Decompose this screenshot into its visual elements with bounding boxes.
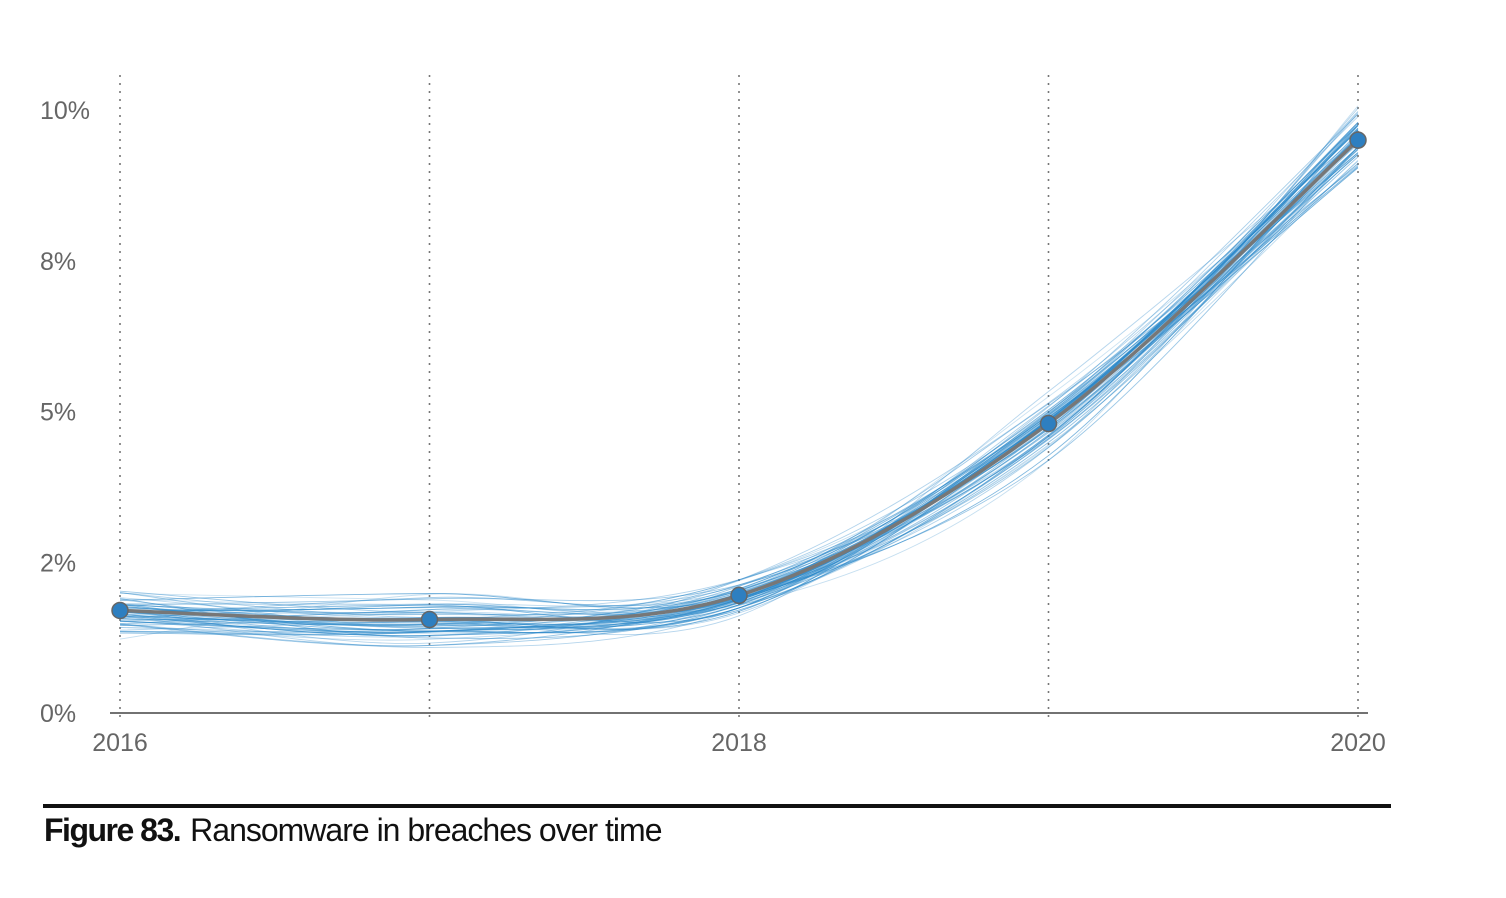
simulated-line <box>119 152 1359 617</box>
simulated-line <box>119 112 1359 629</box>
simulated-line <box>119 153 1359 612</box>
simulated-line <box>119 134 1359 616</box>
simulated-line <box>119 125 1359 634</box>
y-tick-label: 5% <box>40 399 76 427</box>
y-tick-label: 10% <box>40 97 90 125</box>
x-tick-label: 2020 <box>1330 729 1386 757</box>
simulated-line <box>119 113 1359 622</box>
simulated-line <box>119 127 1359 619</box>
data-point-2019 <box>1039 414 1058 433</box>
figure-caption: Figure 83. Ransomware in breaches over ti… <box>44 812 662 849</box>
simulated-line <box>119 138 1359 628</box>
simulated-line <box>119 149 1359 622</box>
y-tick-label: 0% <box>40 700 76 728</box>
simulated-line <box>119 146 1359 606</box>
simulated-line <box>119 154 1359 637</box>
simulated-line <box>119 124 1359 619</box>
simulated-line <box>119 127 1359 625</box>
ransomware-chart: 0% 2% 5% 8% 10% 2016 2018 2020 <box>40 75 1386 757</box>
simulated-line <box>119 134 1359 645</box>
simulated-line <box>119 152 1359 630</box>
simulated-line <box>119 167 1359 631</box>
x-tick-label: 2018 <box>711 729 767 757</box>
simulated-line <box>119 148 1359 634</box>
data-point-2016 <box>111 601 129 620</box>
mean-line <box>119 138 1360 622</box>
simulated-line <box>119 105 1359 640</box>
simulated-line <box>119 116 1359 648</box>
figure-label: Figure 83. <box>44 812 182 848</box>
data-point-2018 <box>730 586 748 605</box>
simulated-line <box>119 147 1359 627</box>
figure-title: Ransomware in breaches over time <box>190 812 662 848</box>
gridlines <box>119 75 1359 718</box>
simulated-line <box>119 139 1359 634</box>
simulated-line <box>119 129 1359 636</box>
data-point-2017 <box>420 610 439 629</box>
y-tick-label: 8% <box>40 248 76 276</box>
simulated-line <box>119 132 1359 634</box>
simulated-line <box>119 141 1359 607</box>
simulated-line <box>119 137 1359 625</box>
simulated-line <box>119 152 1359 630</box>
x-axis-tick-labels: 2016 2018 2020 <box>92 729 1386 757</box>
data-points <box>111 131 1367 629</box>
simulated-line <box>119 136 1359 633</box>
x-tick-label: 2016 <box>92 729 148 757</box>
simulated-line <box>119 160 1359 625</box>
simulated-line <box>119 142 1359 647</box>
y-tick-label: 2% <box>40 549 76 577</box>
simulated-line <box>119 148 1359 629</box>
simulated-line <box>119 138 1359 618</box>
simulated-line <box>119 136 1359 619</box>
simulated-line <box>119 122 1359 641</box>
simulated-line <box>119 146 1359 647</box>
simulated-line <box>119 124 1359 626</box>
simulated-line <box>119 123 1359 616</box>
simulated-line <box>119 149 1359 623</box>
caption-rule <box>43 804 1391 808</box>
simulated-line <box>119 129 1359 609</box>
simulated-line <box>119 166 1359 634</box>
data-point-2020 <box>1349 131 1367 149</box>
simulated-line <box>119 147 1359 612</box>
mean-line-group <box>119 138 1360 622</box>
simulated-line <box>119 125 1359 635</box>
y-axis-tick-labels: 0% 2% 5% 8% 10% <box>40 97 90 728</box>
